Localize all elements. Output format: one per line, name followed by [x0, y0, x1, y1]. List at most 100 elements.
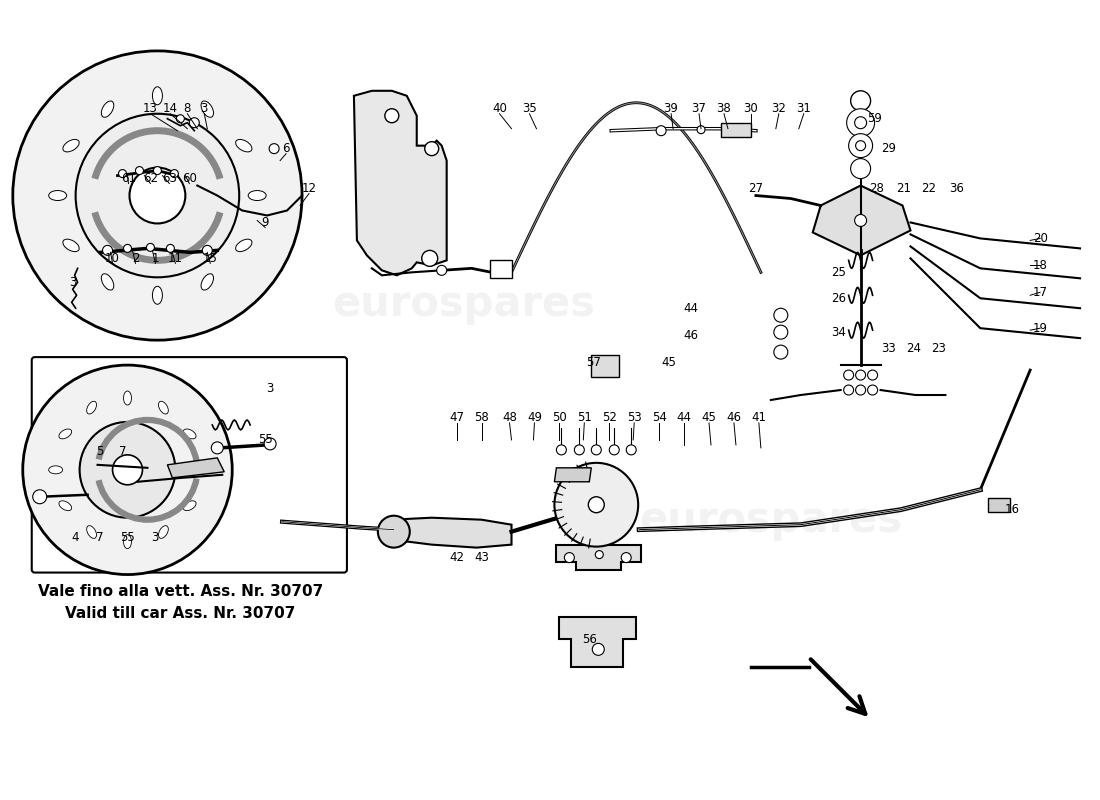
Circle shape [202, 246, 212, 255]
Circle shape [135, 166, 143, 174]
Text: 18: 18 [1033, 259, 1047, 272]
Circle shape [848, 134, 872, 158]
Text: 55: 55 [120, 531, 135, 544]
Circle shape [557, 445, 566, 455]
Text: 27: 27 [748, 182, 763, 195]
Ellipse shape [101, 274, 113, 290]
Circle shape [102, 246, 112, 255]
Circle shape [189, 118, 199, 128]
Circle shape [588, 497, 604, 513]
Text: 26: 26 [832, 292, 846, 305]
FancyBboxPatch shape [32, 357, 346, 573]
Circle shape [33, 490, 46, 504]
Ellipse shape [153, 286, 163, 304]
Text: 25: 25 [832, 266, 846, 279]
Text: 3: 3 [69, 276, 76, 289]
Circle shape [574, 445, 584, 455]
Ellipse shape [235, 239, 252, 252]
Text: 49: 49 [527, 411, 542, 425]
Bar [490, 260, 512, 278]
Text: 14: 14 [163, 102, 178, 115]
Text: 12: 12 [301, 182, 317, 195]
Polygon shape [354, 90, 447, 275]
Text: 38: 38 [716, 102, 732, 115]
Circle shape [850, 158, 870, 178]
Ellipse shape [201, 101, 213, 118]
Text: 19: 19 [1033, 322, 1047, 334]
Text: 41: 41 [751, 411, 767, 425]
Circle shape [437, 266, 447, 275]
Text: 44: 44 [676, 411, 692, 425]
Circle shape [112, 455, 143, 485]
Ellipse shape [153, 87, 163, 105]
Ellipse shape [87, 402, 97, 414]
Text: 3: 3 [151, 531, 158, 544]
Circle shape [868, 385, 878, 395]
Text: 43: 43 [474, 551, 490, 564]
Text: 62: 62 [143, 172, 158, 185]
Text: 10: 10 [106, 252, 120, 265]
Text: 57: 57 [586, 355, 601, 369]
Text: 13: 13 [143, 102, 158, 115]
Text: 15: 15 [202, 252, 218, 265]
Text: 36: 36 [949, 182, 964, 195]
Circle shape [13, 51, 302, 340]
Circle shape [119, 170, 126, 178]
Text: 29: 29 [881, 142, 896, 155]
Text: 48: 48 [502, 411, 517, 425]
Text: 30: 30 [744, 102, 758, 115]
Text: Vale fino alla vett. Ass. Nr. 30707: Vale fino alla vett. Ass. Nr. 30707 [37, 584, 323, 599]
Circle shape [123, 244, 132, 252]
Circle shape [211, 442, 223, 454]
Ellipse shape [184, 429, 196, 439]
Text: 32: 32 [771, 102, 786, 115]
Text: 55: 55 [257, 434, 273, 446]
Text: 7: 7 [96, 531, 103, 544]
Text: 2: 2 [132, 252, 140, 265]
Circle shape [856, 141, 866, 150]
Circle shape [564, 553, 574, 562]
Text: 1: 1 [152, 252, 160, 265]
Text: 8: 8 [184, 102, 191, 115]
Text: 9: 9 [262, 216, 268, 229]
Text: 16: 16 [1004, 503, 1020, 516]
Text: Valid till car Ass. Nr. 30707: Valid till car Ass. Nr. 30707 [65, 606, 296, 621]
Bar [988, 498, 1010, 512]
Text: 28: 28 [869, 182, 884, 195]
Circle shape [130, 167, 185, 223]
Ellipse shape [63, 239, 79, 252]
Circle shape [79, 422, 175, 518]
Circle shape [697, 126, 705, 134]
Circle shape [773, 345, 788, 359]
Text: 33: 33 [881, 342, 895, 354]
Text: 60: 60 [182, 172, 197, 185]
Text: 52: 52 [602, 411, 617, 425]
Circle shape [621, 553, 631, 562]
Text: 40: 40 [492, 102, 507, 115]
Ellipse shape [87, 526, 97, 538]
Text: 45: 45 [702, 411, 716, 425]
Text: 24: 24 [906, 342, 921, 354]
Circle shape [773, 308, 788, 322]
Text: 20: 20 [1033, 232, 1047, 245]
Circle shape [146, 243, 154, 251]
Polygon shape [167, 458, 224, 478]
Text: 61: 61 [121, 172, 136, 185]
Text: 59: 59 [867, 112, 882, 126]
Text: eurospares: eurospares [332, 283, 595, 326]
Text: 17: 17 [1033, 286, 1047, 298]
Ellipse shape [158, 402, 168, 414]
Text: 54: 54 [651, 411, 667, 425]
Text: 39: 39 [663, 102, 679, 115]
Text: 6: 6 [283, 142, 289, 155]
Circle shape [855, 117, 867, 129]
Text: 63: 63 [162, 172, 177, 185]
Ellipse shape [201, 274, 213, 290]
Circle shape [626, 445, 636, 455]
Ellipse shape [48, 190, 67, 201]
Text: 51: 51 [576, 411, 592, 425]
Ellipse shape [123, 534, 132, 549]
Polygon shape [557, 545, 641, 570]
Text: 46: 46 [683, 329, 698, 342]
Text: 31: 31 [796, 102, 811, 115]
